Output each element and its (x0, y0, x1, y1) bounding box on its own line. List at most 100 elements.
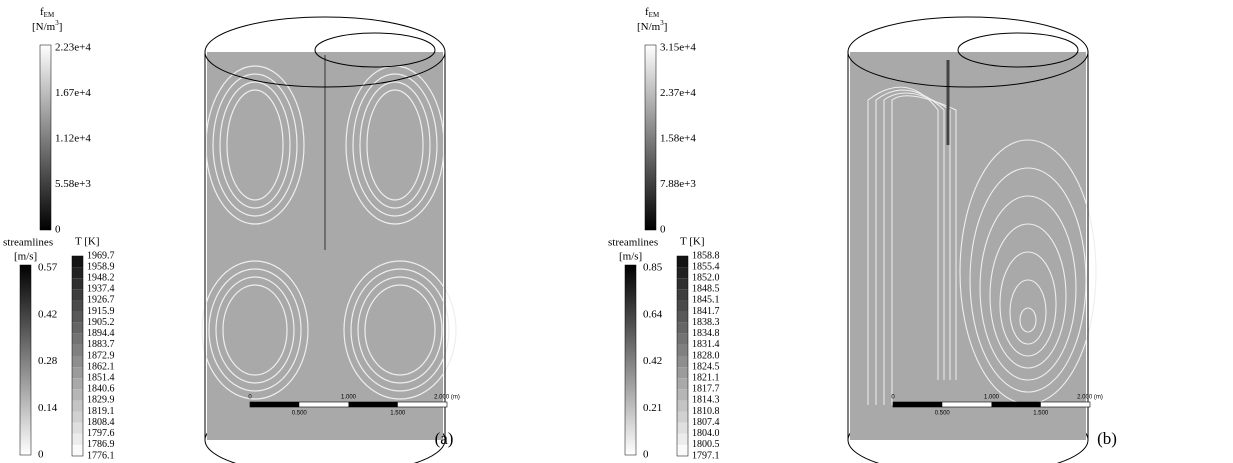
scale-bar-label: 2.000 (m) (1077, 395, 1103, 401)
temperature-band (72, 400, 83, 411)
temperature-tick-label: 1831.4 (692, 339, 720, 350)
scale-bar-segment (250, 402, 299, 407)
streamlines-tick-label: 0.28 (38, 355, 58, 367)
temperature-tick-label: 1915.9 (87, 306, 115, 317)
temperature-tick-label: 1797.6 (87, 428, 115, 439)
fem-tick-label: 7.88e+3 (660, 178, 696, 190)
temperature-tick-label: 1883.7 (87, 339, 115, 350)
temperature-band (677, 423, 688, 434)
temperature-tick-label: 1824.5 (692, 361, 720, 372)
temperature-band (72, 323, 83, 334)
scale-bar-label: 2.000 (m) (434, 395, 460, 401)
temperature-tick-label: 1807.4 (692, 417, 720, 428)
fem-unit-end: ] (59, 21, 63, 33)
figure: fEM[N/m3]2.23e+41.67e+41.12e+45.58e+30st… (0, 0, 1233, 463)
temperature-tick-label: 1817.7 (692, 384, 720, 395)
temperature-band (72, 289, 83, 300)
scale-bar-segment (349, 402, 398, 407)
fem-tick-label: 2.23e+4 (55, 42, 91, 54)
fem-colorbar (645, 45, 656, 230)
temperature-band (677, 356, 688, 367)
temperature-tick-label: 1948.2 (87, 273, 115, 284)
fem-unit-start: [N/m (32, 21, 56, 33)
temperature-band (677, 323, 688, 334)
fem-tick-label: 1.58e+4 (660, 133, 696, 145)
temperature-band (72, 423, 83, 434)
fem-unit: [N/m3] (32, 19, 62, 33)
streamlines-tick-label: 0.85 (643, 262, 663, 274)
streamlines-title: streamlines (3, 237, 53, 249)
streamlines-tick-label: 0.14 (38, 402, 58, 414)
panel-label: (b) (1097, 429, 1117, 448)
temperature-band (677, 289, 688, 300)
temperature-band (677, 334, 688, 345)
temperature-title: T [K] (75, 236, 100, 248)
temperature-tick-label: 1958.9 (87, 261, 115, 272)
temperature-band (72, 445, 83, 456)
streamlines-tick-label: 0.42 (643, 355, 662, 367)
temperature-tick-label: 1804.0 (692, 428, 720, 439)
temperature-tick-label: 1819.1 (87, 406, 115, 417)
melt-domain-bottom (850, 405, 1086, 440)
temperature-tick-label: 1905.2 (87, 317, 115, 328)
temperature-tick-label: 1848.5 (692, 284, 720, 295)
temperature-band (677, 300, 688, 311)
temperature-band (677, 389, 688, 400)
temperature-tick-label: 1776.1 (87, 450, 115, 461)
fem-tick-label: 0 (55, 224, 61, 236)
temperature-band (677, 434, 688, 445)
streamlines-colorbar (625, 265, 636, 455)
temperature-band (72, 389, 83, 400)
temperature-tick-label: 1828.0 (692, 350, 720, 361)
temperature-band (677, 367, 688, 378)
temperature-band (72, 267, 83, 278)
temperature-tick-label: 1838.3 (692, 317, 720, 328)
scale-bar-label: 1.500 (1033, 411, 1049, 417)
temperature-tick-label: 1841.7 (692, 306, 720, 317)
temperature-band (72, 378, 83, 389)
temperature-tick-label: 1834.8 (692, 328, 720, 339)
temperature-band (677, 378, 688, 389)
streamlines-unit: [m/s] (619, 251, 642, 263)
temperature-band (677, 412, 688, 423)
scale-bar-segment (893, 402, 942, 407)
temperature-band (677, 445, 688, 456)
streamlines-title: streamlines (608, 237, 658, 249)
fem-tick-label: 0 (660, 224, 666, 236)
temperature-band (72, 367, 83, 378)
temperature-tick-label: 1937.4 (87, 284, 115, 295)
temperature-band (677, 345, 688, 356)
fem-colorbar (40, 45, 51, 230)
fem-symbol-sub: EM (44, 11, 55, 19)
temperature-tick-label: 1845.1 (692, 295, 720, 306)
temperature-band (72, 334, 83, 345)
fem-symbol: fEM (645, 6, 660, 19)
temperature-tick-label: 1808.4 (87, 417, 115, 428)
temperature-tick-label: 1810.8 (692, 406, 720, 417)
panel-label: (a) (435, 429, 454, 448)
scale-bar-label: 0.500 (935, 411, 951, 417)
streamlines-unit: [m/s] (14, 251, 37, 263)
temperature-band (677, 312, 688, 323)
fem-symbol: fEM (40, 6, 55, 19)
temperature-tick-label: 1814.3 (692, 395, 720, 406)
temperature-tick-label: 1786.9 (87, 439, 115, 450)
streamlines-tick-label: 0.57 (38, 262, 58, 274)
streamlines-tick-label: 0 (643, 449, 649, 461)
temperature-tick-label: 1852.0 (692, 273, 720, 284)
temperature-tick-label: 1872.9 (87, 350, 115, 361)
fem-symbol-sub: EM (649, 11, 660, 19)
scale-bar-label: 0.500 (292, 411, 308, 417)
scale-bar-label: 1.500 (390, 411, 406, 417)
temperature-band (72, 256, 83, 267)
fem-tick-label: 2.37e+4 (660, 87, 696, 99)
fem-unit-end: ] (664, 21, 668, 33)
temperature-band (72, 278, 83, 289)
scale-bar-label: 1.000 (341, 395, 357, 401)
temperature-tick-label: 1800.5 (692, 439, 720, 450)
melt-domain (850, 52, 1086, 440)
fem-tick-label: 5.58e+3 (55, 178, 91, 190)
scale-bar-label: 1.000 (984, 395, 1000, 401)
fem-unit-start: [N/m (637, 21, 661, 33)
temperature-band (72, 434, 83, 445)
